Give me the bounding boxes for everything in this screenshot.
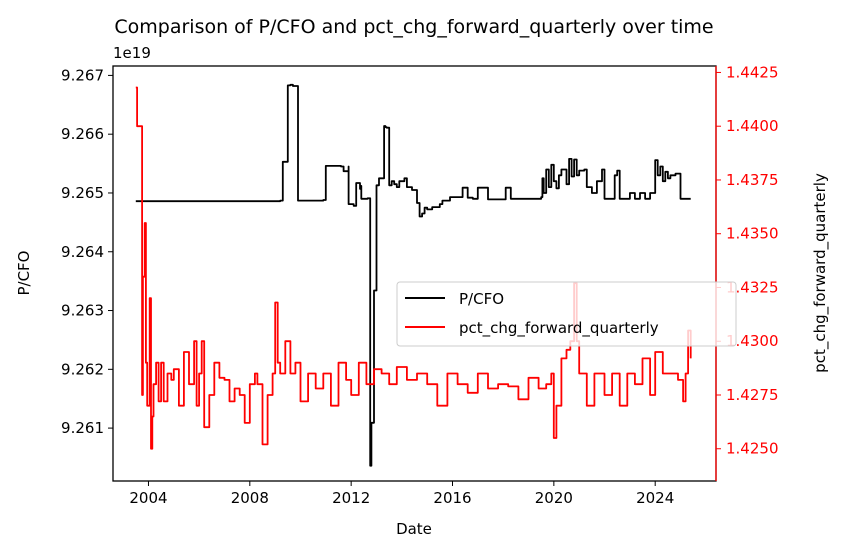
left-tick-label: 9.261 — [61, 419, 104, 437]
x-axis-label: Date — [396, 520, 432, 538]
left-tick-label: 9.262 — [61, 360, 104, 378]
legend-label-pct-chg: pct_chg_forward_quarterly — [459, 319, 659, 338]
series-line-pcfo — [135, 83, 691, 467]
right-tick-label: 1.4375 — [726, 171, 779, 189]
right-tick-label: 1.4350 — [726, 225, 779, 243]
right-tick-label: 1.4325 — [726, 278, 779, 296]
legend-label-pcfo: P/CFO — [459, 290, 504, 308]
right-tick-label: 1.4400 — [726, 117, 779, 135]
right-axis-label: pct_chg_forward_quarterly — [811, 173, 830, 373]
left-axis-label: P/CFO — [15, 250, 33, 295]
x-tick-label: 2012 — [332, 489, 370, 507]
right-tick-label: 1.4250 — [726, 440, 779, 458]
legend-box — [396, 281, 737, 347]
left-tick-label: 9.265 — [61, 184, 104, 202]
right-axis-ticks: 1.4250 1.4275 1.4300 1.4325 1.4350 1.4375 1.44… — [716, 63, 779, 458]
x-tick-label: 2008 — [231, 489, 269, 507]
left-tick-label: 9.266 — [61, 125, 104, 143]
x-tick-label: 2004 — [129, 489, 167, 507]
plot-lines — [135, 83, 692, 467]
left-axis-offset-text: 1e19 — [113, 44, 151, 62]
x-axis-ticks: 2004 2008 2012 2016 2020 2024 — [129, 481, 674, 507]
right-tick-label: 1.4300 — [726, 332, 779, 350]
left-tick-label: 9.263 — [61, 302, 104, 320]
left-tick-label: 9.267 — [61, 66, 104, 84]
chart-title: Comparison of P/CFO and pct_chg_forward_… — [114, 16, 713, 38]
left-tick-label: 9.264 — [61, 243, 104, 261]
left-axis-ticks: 9.261 9.262 9.263 9.264 9.265 9.266 9.267 — [61, 66, 113, 437]
x-tick-label: 2024 — [636, 489, 674, 507]
series-line-pct-chg — [135, 86, 692, 450]
x-tick-label: 2016 — [433, 489, 471, 507]
legend: P/CFO pct_chg_forward_quarterly — [396, 281, 737, 347]
right-tick-label: 1.4275 — [726, 386, 779, 404]
x-tick-label: 2020 — [535, 489, 573, 507]
right-tick-label: 1.4425 — [726, 63, 779, 81]
